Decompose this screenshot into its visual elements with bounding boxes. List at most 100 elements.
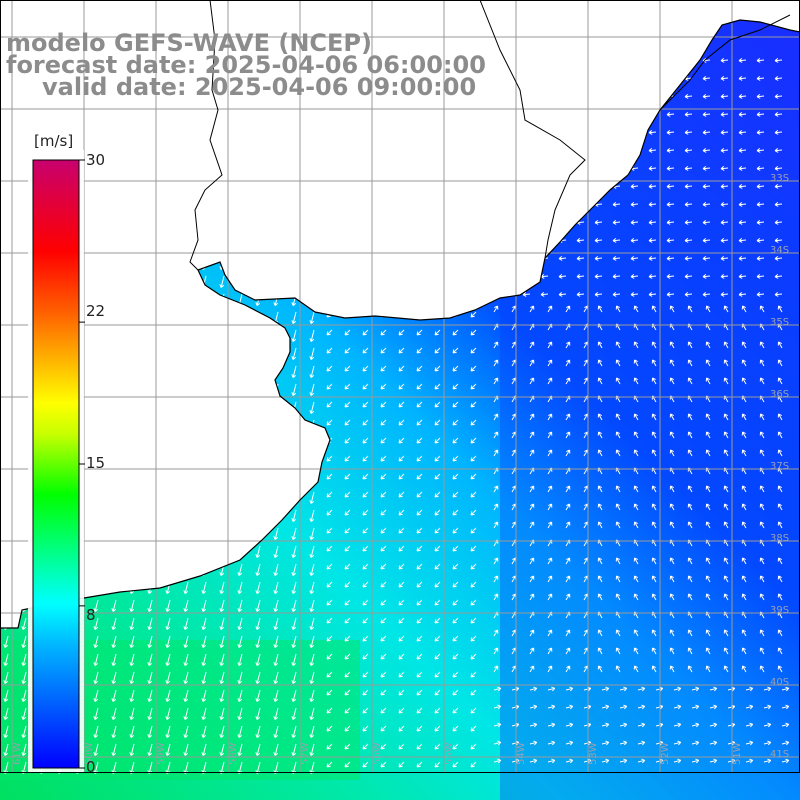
wind-arrow	[493, 305, 499, 313]
wind-arrow	[720, 184, 729, 189]
wind-arrow	[756, 184, 765, 189]
wind-arrow	[702, 238, 711, 243]
wind-arrow	[529, 704, 538, 710]
wind-arrow	[398, 347, 405, 354]
wind-arrow	[529, 722, 538, 728]
wind-arrow	[183, 581, 189, 595]
wind-arrow	[529, 359, 535, 367]
wind-arrow	[201, 617, 207, 631]
wind-arrow	[380, 617, 387, 624]
wind-arrow	[434, 581, 441, 588]
wind-arrow	[648, 256, 657, 261]
wind-arrow	[237, 563, 243, 577]
wind-arrow	[291, 617, 297, 631]
wind-arrow	[493, 575, 499, 583]
wind-arrow	[687, 503, 693, 511]
wind-arrow	[756, 202, 765, 207]
wind-arrow	[380, 581, 387, 588]
wind-arrow	[597, 377, 603, 385]
wind-arrow	[362, 329, 369, 336]
wind-arrow	[452, 383, 459, 390]
wind-arrow	[669, 359, 675, 367]
wind-arrow	[183, 671, 189, 685]
wind-arrow	[201, 635, 207, 649]
wind-arrow	[630, 292, 639, 297]
wind-arrow	[291, 347, 297, 361]
wind-arrow	[452, 653, 459, 660]
wind-arrow	[255, 689, 261, 703]
wind-arrow	[111, 725, 117, 739]
wind-arrow	[93, 707, 99, 721]
wind-arrow	[344, 473, 351, 480]
wind-arrow	[21, 653, 27, 667]
wind-arrow	[309, 635, 315, 649]
wind-arrow	[291, 671, 297, 685]
wind-arrow	[529, 740, 538, 746]
wind-arrow	[309, 509, 315, 523]
wind-arrow	[493, 686, 502, 692]
longitude-label: 60W	[84, 742, 95, 765]
wind-arrow	[720, 76, 729, 81]
wind-arrow	[309, 725, 315, 739]
wind-arrow	[470, 473, 477, 480]
wind-arrow	[147, 635, 153, 649]
wind-arrow	[452, 599, 459, 606]
wind-arrow	[615, 485, 621, 493]
wind-arrow	[434, 401, 441, 408]
wind-arrow	[255, 617, 261, 631]
wind-arrow	[756, 238, 765, 243]
wind-arrow	[93, 635, 99, 649]
wind-arrow	[547, 629, 553, 637]
wind-arrow	[691, 704, 700, 710]
wind-arrow	[147, 671, 153, 685]
wind-arrow	[111, 707, 117, 721]
wind-arrow	[344, 707, 351, 714]
wind-arrow	[147, 617, 153, 631]
wind-arrow	[547, 665, 553, 673]
wind-arrow	[219, 671, 225, 685]
wind-arrow	[147, 725, 153, 739]
wind-arrow	[309, 707, 315, 721]
wind-arrow	[565, 431, 571, 439]
border-line	[189, 0, 223, 271]
wind-arrow	[255, 581, 261, 595]
wind-arrow	[529, 665, 535, 673]
wind-arrow	[529, 629, 535, 637]
wind-arrow	[344, 599, 351, 606]
wind-arrow	[565, 758, 574, 764]
wind-arrow	[684, 130, 693, 135]
wind-arrow	[398, 707, 405, 714]
wind-arrow	[219, 743, 225, 757]
wind-arrow	[309, 581, 315, 595]
wind-arrow	[738, 130, 747, 135]
wind-arrow	[237, 743, 243, 757]
wind-arrow	[273, 725, 279, 739]
wind-arrow	[615, 431, 621, 439]
wind-arrow	[291, 527, 297, 541]
wind-arrow	[547, 521, 553, 529]
wind-arrow	[547, 341, 553, 349]
wind-arrow	[470, 581, 477, 588]
wind-arrow	[416, 473, 423, 480]
wind-arrow	[777, 575, 783, 583]
wind-arrow	[709, 722, 718, 728]
wind-arrow	[597, 665, 603, 673]
wind-arrow	[615, 503, 621, 511]
wind-arrow	[705, 521, 711, 529]
wind-arrow	[691, 722, 700, 728]
wind-arrow	[687, 557, 693, 565]
wind-arrow	[666, 166, 675, 171]
wind-arrow	[633, 431, 639, 439]
wind-arrow	[565, 740, 574, 746]
wind-arrow	[565, 686, 574, 692]
wind-arrow	[741, 413, 747, 421]
wind-arrow	[709, 758, 718, 764]
wind-arrow	[684, 256, 693, 261]
wind-arrow	[529, 521, 535, 529]
latitude-label: 39S	[770, 605, 789, 616]
latitude-labels: 33S 34S 35S 36S 37S 38S 39S 40S 41S	[770, 173, 789, 760]
wind-arrow	[565, 449, 571, 457]
wind-arrow	[756, 112, 765, 117]
wind-arrow	[666, 220, 675, 225]
wind-arrow	[741, 575, 747, 583]
